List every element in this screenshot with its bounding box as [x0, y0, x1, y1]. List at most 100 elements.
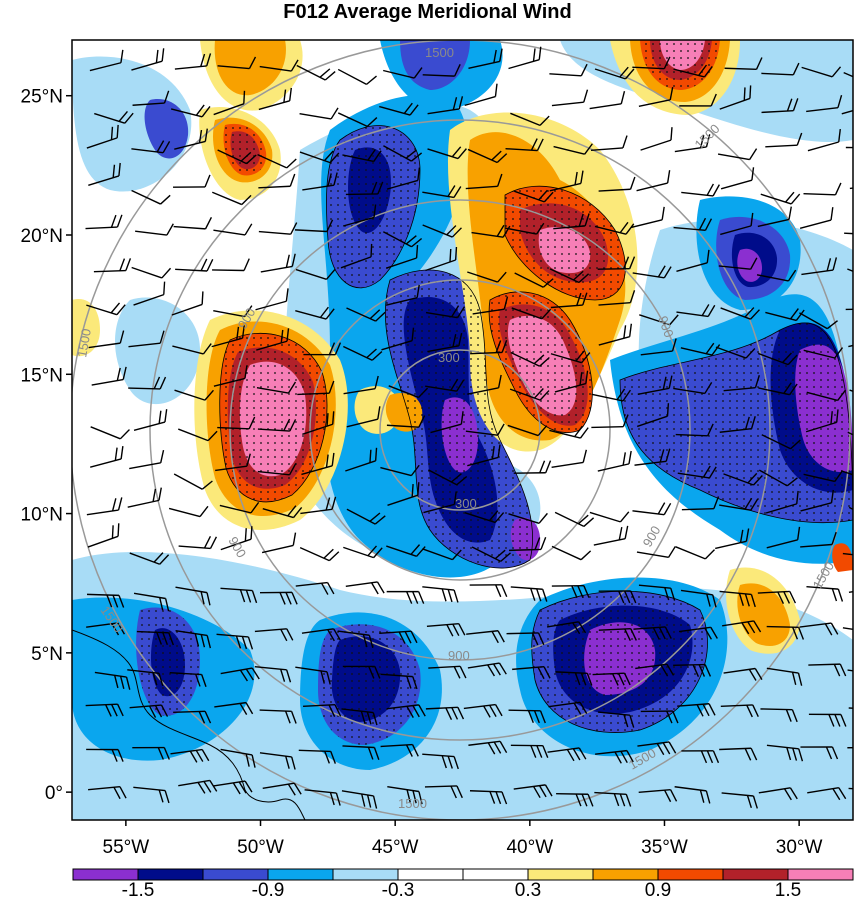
- wind-barb: [799, 622, 839, 636]
- wind-barb: [548, 701, 588, 715]
- wind-barb: [803, 347, 844, 359]
- wind-barb: [213, 305, 253, 318]
- wind-barb: [758, 787, 798, 801]
- wind-barb: [342, 745, 380, 760]
- lon-tick-label: 50°W: [237, 837, 284, 858]
- coastline: [72, 629, 306, 820]
- wind-barb: [427, 146, 467, 160]
- wind-barb: [425, 305, 466, 319]
- wind-barb: [131, 48, 165, 71]
- wind-barb: [761, 434, 801, 450]
- wind-barb: [295, 666, 331, 685]
- wind-barb: [549, 425, 589, 439]
- wind-barb: [549, 170, 584, 192]
- wind-barb: [465, 423, 505, 436]
- wind-barb: [343, 345, 383, 361]
- wind-barb: [756, 269, 797, 282]
- wind-barb: [217, 416, 256, 430]
- wind-barb: [512, 666, 551, 680]
- wind-barb: [423, 491, 457, 514]
- wind-barb: [386, 415, 426, 428]
- wind-barb: [386, 245, 419, 269]
- wind-barb: [598, 323, 633, 346]
- wind-barb: [303, 342, 342, 356]
- wind-barb: [132, 90, 170, 106]
- wind-barb: [213, 365, 248, 387]
- wind-barb: [673, 217, 713, 231]
- wind-barb: [674, 786, 711, 804]
- wind-barb: [551, 545, 592, 561]
- wind-barb: [594, 221, 635, 235]
- wind-barb: [133, 409, 168, 432]
- lon-tick-label: 30°W: [776, 837, 823, 858]
- wind-barb: [723, 375, 760, 392]
- wind-barb: [133, 281, 166, 306]
- colorbar-label: 0.3: [515, 880, 541, 900]
- wind-barb: [129, 552, 170, 565]
- wind-barb: [341, 790, 378, 809]
- colorbar-box: [267, 868, 334, 881]
- wind-barb: [86, 302, 126, 316]
- wind-barb: [595, 749, 634, 764]
- wind-barb: [640, 127, 673, 151]
- wind-barb: [303, 703, 342, 717]
- wind-barb: [719, 416, 756, 433]
- wind-barb: [638, 86, 674, 108]
- wind-barb: [256, 328, 290, 351]
- wind-barb: [555, 671, 593, 686]
- wind-barb: [86, 593, 125, 608]
- wind-barb: [805, 409, 839, 433]
- wind-barb: [841, 104, 853, 115]
- wind-barb: [128, 330, 165, 348]
- wind-barb: [341, 708, 378, 726]
- wind-barb: [509, 388, 550, 401]
- wind-barb: [295, 581, 335, 595]
- colorbar-label: 0.9: [645, 880, 671, 900]
- wind-barb: [173, 174, 211, 188]
- wind-barb: [637, 375, 673, 395]
- wind-barb: [343, 375, 379, 395]
- wind-barb: [553, 143, 593, 155]
- wind-barb: [766, 744, 804, 762]
- wind-barb: [379, 630, 418, 644]
- wind-barb: [800, 746, 839, 760]
- wind-barb: [678, 626, 718, 640]
- wind-barb: [214, 701, 254, 716]
- wind-barb: [803, 470, 843, 483]
- wind-barb: [594, 791, 632, 807]
- wind-barb: [765, 490, 799, 514]
- wind-barb: [632, 56, 671, 70]
- wind-barb: [175, 258, 214, 272]
- colorbar-box: [202, 868, 269, 881]
- wind-barb: [674, 134, 711, 153]
- wind-barb: [638, 789, 678, 803]
- wind-barb: [715, 528, 750, 550]
- wind-barb: [470, 340, 508, 355]
- wind-barb: [90, 446, 124, 468]
- wind-barb: [258, 222, 298, 235]
- wind-barb: [472, 296, 509, 315]
- wind-barb: [598, 290, 636, 306]
- wind-barb: [760, 708, 798, 723]
- wind-barb: [550, 350, 591, 364]
- wind-barb: [598, 176, 636, 192]
- wind-barb: [467, 374, 502, 395]
- colorbar-label: -0.9: [252, 880, 285, 900]
- wind-barb: [806, 586, 844, 602]
- wind-barb: [215, 453, 251, 472]
- wind-barb: [761, 62, 800, 76]
- wind-barb: [427, 96, 464, 115]
- wind-barb: [673, 64, 713, 78]
- wind-barb: [636, 403, 670, 428]
- wind-barb: [550, 292, 588, 309]
- wind-barb: [259, 59, 299, 72]
- wind-barb: [720, 704, 759, 718]
- plot-area: [72, 40, 853, 820]
- wind-barb: [85, 214, 123, 230]
- colorbar-box: [657, 868, 724, 881]
- wind-barb: [91, 366, 127, 386]
- wind-barb: [132, 746, 170, 760]
- colorbar-box: [592, 868, 659, 881]
- wind-barb: [136, 630, 174, 646]
- wind-barb: [216, 633, 254, 650]
